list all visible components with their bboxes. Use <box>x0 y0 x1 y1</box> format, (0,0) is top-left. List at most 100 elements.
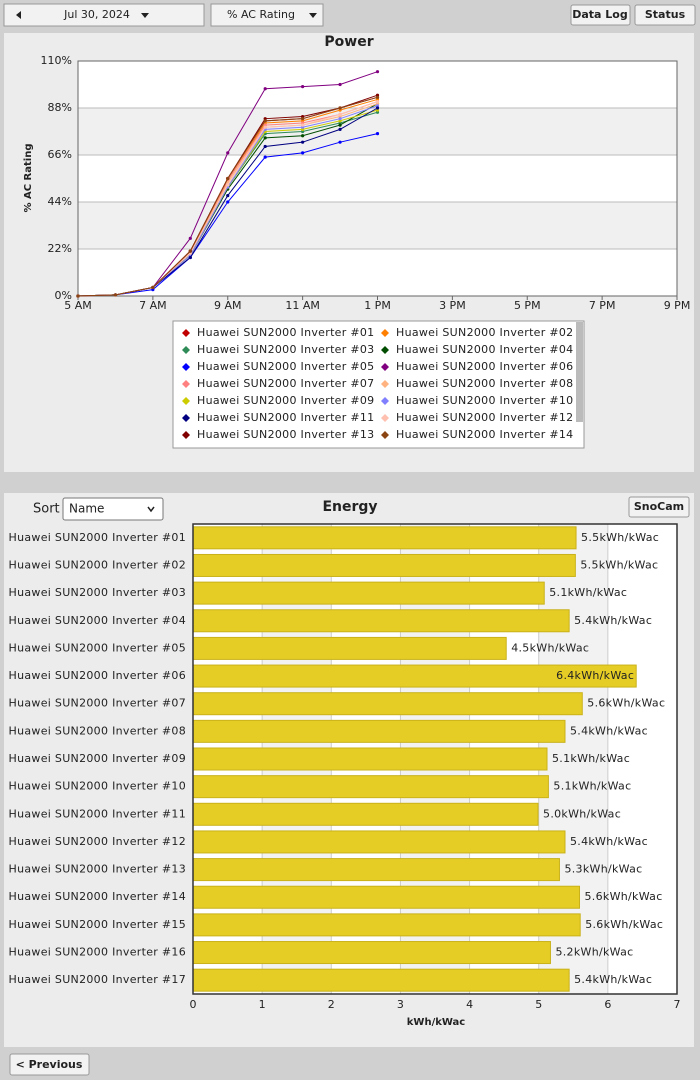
value-label: 5.1kWh/kWac <box>549 586 627 599</box>
legend-label: Huawei SUN2000 Inverter #11 <box>197 411 374 424</box>
x-tick-label: 3 PM <box>439 299 466 312</box>
point <box>375 95 380 99</box>
bar <box>192 747 548 771</box>
value-label: 6.4kWh/kWac <box>556 669 634 682</box>
y-axis-label: % AC Rating <box>23 144 34 213</box>
x-axis-label: kWh/kWac <box>407 1017 466 1028</box>
point <box>375 99 380 104</box>
y-tick-label: 44% <box>48 195 72 208</box>
bar <box>192 941 551 965</box>
category-label: Huawei SUN2000 Inverter #03 <box>9 586 186 599</box>
bar <box>192 885 581 909</box>
date-picker[interactable] <box>3 3 205 27</box>
bar <box>192 775 549 799</box>
point <box>338 127 342 131</box>
point <box>113 293 118 297</box>
point <box>226 193 230 198</box>
category-label: Huawei SUN2000 Inverter #05 <box>9 641 186 654</box>
y-tick-label: 110% <box>41 54 72 67</box>
x-tick-label: 5 AM <box>64 299 92 312</box>
metric-select[interactable] <box>210 3 324 27</box>
legend-label: Huawei SUN2000 Inverter #08 <box>396 377 573 390</box>
point <box>263 87 267 91</box>
legend-marker <box>182 346 190 354</box>
point <box>338 106 342 110</box>
legend-label: Huawei SUN2000 Inverter #10 <box>396 394 573 407</box>
point <box>76 294 80 298</box>
chart-title: Power <box>324 34 373 50</box>
plot-border <box>77 60 678 297</box>
bar <box>192 968 570 992</box>
x-tick-label: 1 PM <box>364 299 391 312</box>
point <box>301 117 305 121</box>
snocam-button[interactable] <box>628 496 690 518</box>
point <box>226 151 230 155</box>
point <box>301 85 305 89</box>
point <box>226 183 230 187</box>
legend-label: Huawei SUN2000 Inverter #03 <box>197 343 374 356</box>
x-tick-label: 3 <box>397 998 404 1011</box>
point <box>226 176 230 181</box>
bar <box>192 858 560 882</box>
button-label: < Previous <box>16 1058 83 1071</box>
point <box>151 285 155 290</box>
value-label: 5.6kWh/kWac <box>585 890 663 903</box>
legend-scrollbar[interactable] <box>576 322 583 422</box>
point <box>263 155 267 159</box>
category-label: Huawei SUN2000 Inverter #06 <box>9 669 186 682</box>
previous-button[interactable] <box>9 1053 90 1076</box>
value-label: 5.4kWh/kWac <box>570 835 648 848</box>
bar <box>192 526 577 550</box>
x-tick-label: 9 PM <box>664 299 691 312</box>
legend-label: Huawei SUN2000 Inverter #06 <box>396 360 573 373</box>
legend <box>172 320 585 449</box>
button-label: SnoCam <box>634 500 684 513</box>
point <box>263 119 267 123</box>
bar <box>192 636 507 660</box>
prev-day-arrow[interactable] <box>16 11 21 19</box>
value-label: 5.4kWh/kWac <box>574 973 652 986</box>
value-label: 4.5kWh/kWac <box>511 641 589 654</box>
y-tick-label: 66% <box>48 148 72 161</box>
y-tick-label: 88% <box>48 101 72 114</box>
x-tick-label: 7 <box>674 998 681 1011</box>
bar <box>192 692 583 716</box>
data-log-button[interactable] <box>570 4 631 26</box>
legend-marker <box>182 363 190 371</box>
sort-select[interactable] <box>62 497 164 521</box>
legend-label: Huawei SUN2000 Inverter #12 <box>396 411 573 424</box>
value-label: 5.3kWh/kWac <box>564 863 642 876</box>
legend-label: Huawei SUN2000 Inverter #14 <box>396 428 573 441</box>
button-label: Data Log <box>572 8 628 21</box>
legend-label: Huawei SUN2000 Inverter #05 <box>197 360 374 373</box>
category-label: Huawei SUN2000 Inverter #04 <box>9 614 186 627</box>
dropdown-arrow <box>147 506 155 513</box>
x-tick-label: 7 PM <box>589 299 616 312</box>
legend-label: Huawei SUN2000 Inverter #07 <box>197 377 374 390</box>
value-label: 5.0kWh/kWac <box>543 807 621 820</box>
dropdown-arrow <box>309 13 317 18</box>
x-tick-label: 5 PM <box>514 299 541 312</box>
bar <box>192 913 581 937</box>
x-tick-label: 5 <box>535 998 542 1011</box>
y-tick-label: 0% <box>55 289 72 302</box>
legend-marker <box>182 397 190 405</box>
point <box>338 117 342 121</box>
legend-label: Huawei SUN2000 Inverter #02 <box>396 326 573 339</box>
legend-marker <box>182 431 190 439</box>
value-label: 5.4kWh/kWac <box>570 724 648 737</box>
point <box>263 144 267 149</box>
legend-label: Huawei SUN2000 Inverter #09 <box>197 394 374 407</box>
point <box>301 123 305 127</box>
grid-band <box>78 108 677 155</box>
category-label: Huawei SUN2000 Inverter #11 <box>9 807 186 820</box>
x-tick-label: 1 <box>259 998 266 1011</box>
x-tick-label: 9 AM <box>214 299 242 312</box>
value-label: 5.6kWh/kWac <box>585 918 663 931</box>
status-button[interactable] <box>634 4 696 26</box>
legend-label: Huawei SUN2000 Inverter #01 <box>197 326 374 339</box>
point <box>375 70 380 74</box>
category-label: Huawei SUN2000 Inverter #13 <box>9 863 186 876</box>
category-label: Huawei SUN2000 Inverter #12 <box>9 835 186 848</box>
